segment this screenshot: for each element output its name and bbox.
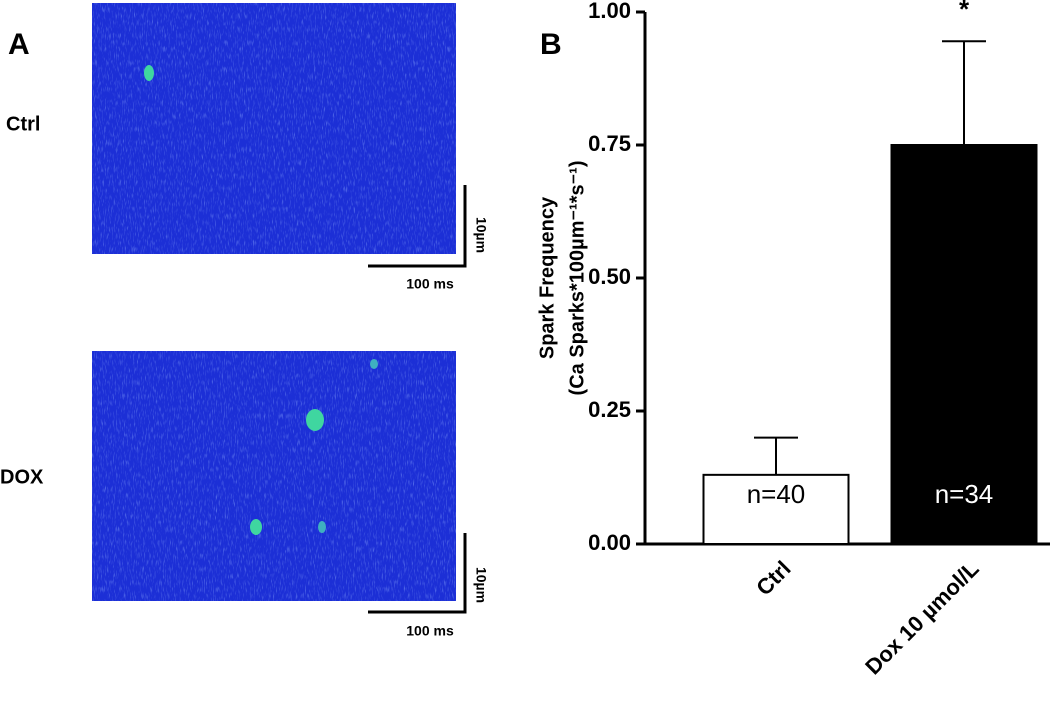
row-label: DOX [0, 466, 44, 488]
image-noise [92, 351, 456, 601]
y-tick-label: 1.00 [588, 0, 631, 23]
x-tick-label: Dox 10 µmol/L [860, 556, 983, 679]
bar-annotation: n=40 [747, 479, 806, 509]
y-axis-title: Spark Frequency [536, 196, 558, 359]
y-tick-label: 0.00 [588, 530, 631, 555]
scale-bar [368, 533, 467, 614]
scale-bar [368, 185, 467, 268]
bar-chart: 0.00 0.25 0.50 0.75 1.00 n=40 Ctrl n=34 * Dox 10 … [588, 0, 1050, 679]
scale-label: 10µm [473, 217, 489, 253]
scale-label: 100 ms [406, 276, 454, 292]
panel-label: B [540, 28, 562, 61]
significance: * [959, 0, 970, 24]
x-tick-label: Ctrl [751, 556, 795, 600]
bar-annotation: n=34 [935, 479, 994, 509]
y-tick-label: 0.75 [588, 131, 631, 156]
panel-label: A [8, 28, 30, 61]
y-tick-label: 0.50 [588, 264, 631, 289]
spark [250, 519, 262, 535]
y-tick-label: 0.25 [588, 397, 631, 422]
spark [318, 521, 326, 533]
y-axis-title: (Ca Sparks*100µm⁻¹*s⁻¹) [566, 161, 588, 396]
image-noise [92, 3, 456, 254]
bar [890, 144, 1038, 545]
spark [306, 409, 324, 431]
spark [144, 65, 154, 81]
scale-label: 100 ms [406, 623, 454, 639]
spark [370, 359, 378, 369]
bar [702, 473, 850, 545]
row-label: Ctrl [6, 113, 40, 135]
scale-label: 10µm [473, 567, 489, 603]
